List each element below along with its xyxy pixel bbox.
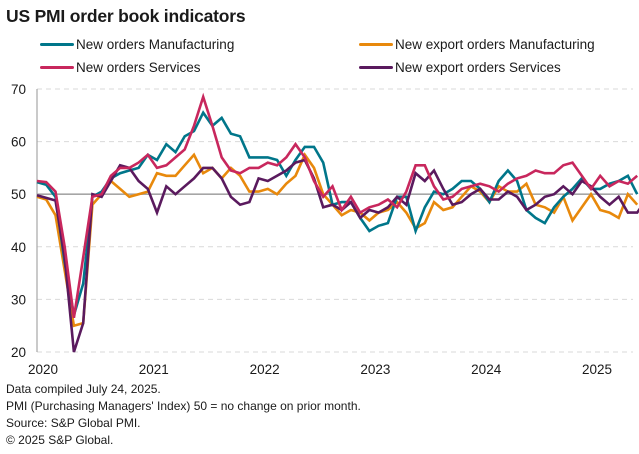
footer-source: Source: S&P Global PMI. xyxy=(6,416,141,430)
legend-label: New orders Services xyxy=(76,60,201,75)
y-tick-label: 20 xyxy=(11,345,26,360)
y-tick-label: 60 xyxy=(11,135,26,150)
y-tick-label: 30 xyxy=(11,292,26,307)
y-tick-label: 70 xyxy=(11,82,26,97)
series-lines xyxy=(36,92,639,353)
y-tick-label: 50 xyxy=(11,187,26,202)
series-line-new-export-orders-manufacturing xyxy=(36,152,639,328)
gridlines xyxy=(36,88,633,353)
footer-pmi-note: PMI (Purchasing Managers' Index) 50 = no… xyxy=(6,399,361,413)
series-line-new-orders-manufacturing xyxy=(36,110,639,316)
legend-swatch xyxy=(40,43,74,46)
x-tick-label: 2020 xyxy=(28,362,58,377)
x-tick-label: 2021 xyxy=(139,362,169,377)
legend-swatch xyxy=(40,66,74,69)
footer-notes: Data compiled July 24, 2025. PMI (Purcha… xyxy=(6,381,361,449)
y-axis-ticks: 20 30 40 50 60 70 xyxy=(11,82,26,360)
chart-title: US PMI order book indicators xyxy=(6,6,246,26)
footer-compiled: Data compiled July 24, 2025. xyxy=(6,382,161,396)
x-tick-label: 2023 xyxy=(360,362,390,377)
legend-item-new-export-orders-services: New export orders Services xyxy=(359,60,561,75)
x-tick-label: 2022 xyxy=(250,362,280,377)
legend-item-new-export-orders-manufacturing: New export orders Manufacturing xyxy=(359,37,595,52)
footer-copyright: © 2025 S&P Global. xyxy=(6,433,114,447)
legend-label: New export orders Manufacturing xyxy=(395,37,595,52)
series-line-new-orders-services xyxy=(36,92,639,318)
legend-label: New export orders Services xyxy=(395,60,561,75)
y-tick-label: 40 xyxy=(11,240,26,255)
x-tick-label: 2024 xyxy=(471,362,502,377)
legend-swatch xyxy=(359,43,393,46)
x-tick-label: 2025 xyxy=(582,362,612,377)
series-line-new-export-orders-services xyxy=(36,158,639,353)
legend-label: New orders Manufacturing xyxy=(76,37,235,52)
x-axis-ticks: 2020 2021 2022 2023 2024 2025 xyxy=(28,362,612,377)
legend-item-new-orders-services: New orders Services xyxy=(40,60,201,75)
legend-item-new-orders-manufacturing: New orders Manufacturing xyxy=(40,37,234,52)
legend-swatch xyxy=(359,66,393,69)
